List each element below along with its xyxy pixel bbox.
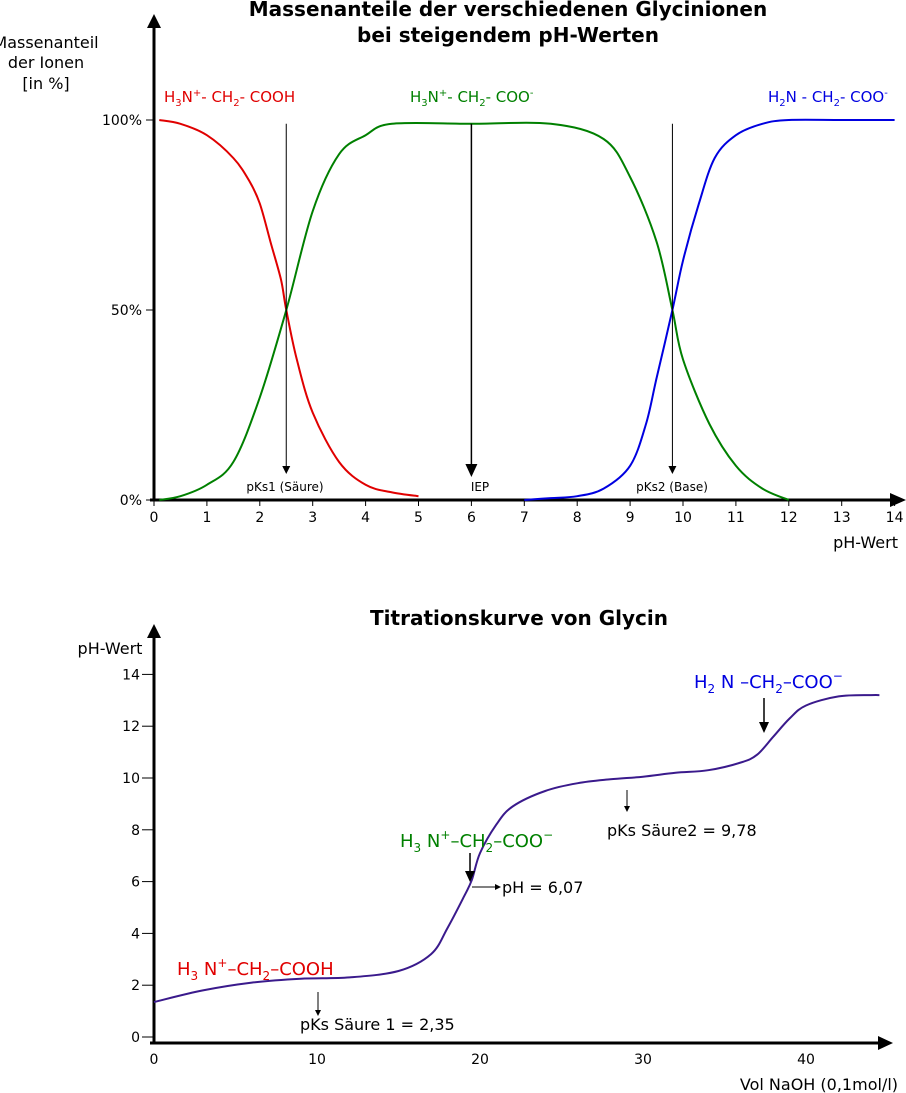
chart1-y-axis-arrow	[147, 14, 161, 28]
chart2-x-tick-label: 30	[634, 1052, 652, 1068]
chart1-x-tick-label: 2	[255, 510, 264, 526]
chart1-annotation-arrowhead	[465, 464, 478, 477]
chart1-y-tick-label: 50%	[111, 303, 142, 319]
chart2-x-tick-label: 10	[308, 1052, 326, 1068]
chart1-x-tick-label: 1	[202, 510, 211, 526]
chart1-legend-anion: H2N - CH2- COO-	[768, 88, 888, 109]
chart1-x-tick-label: 3	[308, 510, 317, 526]
chart2-x-ticks: 0 10 20 30 40	[150, 1052, 815, 1068]
chart-titration: Titrationskurve von Glycin pH-Wert 0 10 20…	[78, 606, 898, 1093]
chart2-y-tick-label: 12	[122, 719, 140, 735]
chart2-y-tick-label: 8	[131, 823, 140, 839]
chart2-y-tick-label: 0	[131, 1030, 140, 1046]
chart1-x-tick-label: 0	[150, 510, 159, 526]
chart1-x-tick-label: 14	[886, 510, 904, 526]
chart2-label-anion: H2 N –CH2–COO−	[694, 669, 843, 696]
chart1-series-line-3	[524, 118, 895, 501]
chart1-legend-cation: H3N+- CH2- COOH	[164, 88, 295, 109]
chart1-annotation-arrowhead	[282, 466, 291, 474]
chart1-x-tick-label: 9	[626, 510, 635, 526]
chart1-annotation-arrowhead	[668, 466, 677, 474]
chart2-x-tick-label: 0	[150, 1052, 159, 1068]
chart2-annotation-arrowhead	[315, 1010, 321, 1016]
chart1-x-tick-label: 4	[361, 510, 370, 526]
chart2-y-tick-label: 10	[122, 771, 140, 787]
chart2-species-arrowhead	[759, 722, 769, 733]
chart1-x-tick-label: 6	[467, 510, 476, 526]
chart1-x-tick-label: 11	[727, 510, 745, 526]
chart1-x-tick-label: 7	[520, 510, 529, 526]
chart1-x-tick-label: 5	[414, 510, 423, 526]
chart1-x-tick-label: 8	[573, 510, 582, 526]
chart1-series-line-2	[159, 121, 790, 501]
chart1-annotation-label: pKs1 (Säure)	[246, 480, 323, 494]
chart2-title: Titrationskurve von Glycin	[370, 606, 668, 630]
chart2-species-arrowhead	[465, 871, 475, 882]
chart2-xlabel: Vol NaOH (0,1mol/l)	[740, 1075, 898, 1093]
chart2-y-axis-arrow	[147, 624, 161, 638]
chart2-y-tick-label: 4	[131, 926, 140, 942]
chart1-y-ticks: 0% 50% 100%	[102, 113, 154, 509]
chart1-series-line-1	[159, 119, 419, 498]
chart1-title-line2: bei steigendem pH-Werten	[357, 23, 659, 47]
chart1-legend-zwitterion: H3N+- CH2- COO-	[410, 88, 534, 109]
chart2-x-axis-arrow	[878, 1036, 893, 1050]
chart1-y-tick-label: 100%	[102, 113, 142, 129]
chart2-annotation-pks1: pKs Säure 1 = 2,35	[300, 1015, 455, 1034]
chart1-x-ticks: 0 1 2 3 4 5 6 7 8 9 10 11 12 13 14	[150, 500, 904, 526]
chart2-annotation-arrowhead	[624, 806, 630, 812]
chart2-ylabel: pH-Wert	[78, 639, 143, 658]
chart1-x-tick-label: 12	[780, 510, 798, 526]
chart1-title-line1: Massenanteile der verschiedenen Glycinio…	[249, 0, 767, 21]
chart1-x-tick-label: 10	[674, 510, 692, 526]
chart1-series	[159, 118, 895, 501]
chart1-x-tick-label: 13	[833, 510, 851, 526]
chart2-annotations: pKs Säure 1 = 2,35 pH = 6,07 pKs Säure2 = …	[300, 698, 769, 1034]
chart-massenanteile: Massenanteile der verschiedenen Glycinio…	[0, 0, 906, 552]
chart1-annotations: pKs1 (Säure) IEP pKs2 (Base)	[246, 123, 708, 494]
chart1-ylabel-line3: [in %]	[22, 74, 69, 93]
chart2-annotation-arrowhead	[495, 884, 501, 890]
chart2-series	[153, 694, 880, 1003]
chart2-y-ticks: 0 2 4 6 8 10 12 14	[122, 667, 154, 1046]
chart2-label-zwitterion: H3 N+–CH2–COO−	[400, 828, 553, 855]
chart2-x-tick-label: 20	[471, 1052, 489, 1068]
chart2-x-tick-label: 40	[797, 1052, 815, 1068]
chart1-xlabel: pH-Wert	[833, 533, 898, 552]
chart2-y-tick-label: 6	[131, 875, 140, 891]
chart2-annotation-iep: pH = 6,07	[502, 878, 583, 897]
chart1-y-tick-label: 0%	[120, 493, 142, 509]
chart1-x-axis-arrow	[890, 493, 906, 507]
chart1-annotation-label: pKs2 (Base)	[636, 480, 708, 494]
chart1-ylabel-line2: der Ionen	[8, 53, 84, 72]
chart2-series-line-1	[153, 694, 880, 1003]
chart1-ylabel-line1: Massenanteil	[0, 33, 99, 52]
chart1-annotation-label: IEP	[471, 480, 489, 494]
chart2-y-tick-label: 14	[122, 667, 140, 683]
chart2-y-tick-label: 2	[131, 978, 140, 994]
chart2-label-cation: H3 N+–CH2–COOH	[177, 956, 334, 983]
chart2-annotation-pks2: pKs Säure2 = 9,78	[607, 821, 757, 840]
